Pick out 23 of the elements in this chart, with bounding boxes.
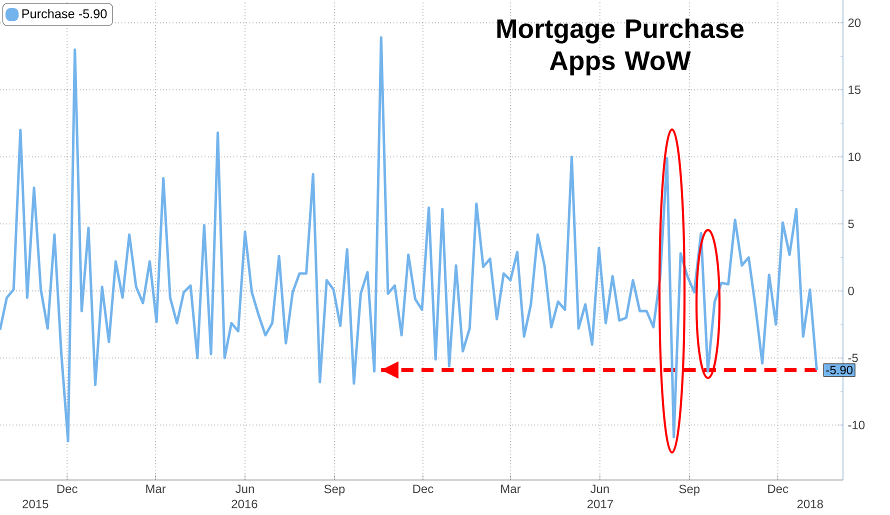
x-tick-label: Mar <box>146 484 166 494</box>
text: 2017 <box>587 500 613 508</box>
legend-label: Purchase -5.90 <box>22 8 107 18</box>
text: 2016 <box>232 500 258 508</box>
x-tick-label: Jun <box>590 484 609 494</box>
x-tick-label: Dec <box>57 484 78 494</box>
y-tick-label: 15 <box>848 86 861 94</box>
y-tick-label: -5 <box>848 354 858 362</box>
x-tick-label: Sep <box>324 484 345 496</box>
y-tick-label: 10 <box>848 152 861 162</box>
x-tick-label: Dec <box>413 484 434 494</box>
x-tick-label: Sep <box>679 484 700 496</box>
text: Mortgage Purchase Apps WoW <box>497 18 744 76</box>
data-label: -5.90 <box>826 366 853 374</box>
y-tick-label: 5 <box>848 220 854 228</box>
y-tick-label: 0 <box>848 286 854 296</box>
x-tick-label: Mar <box>501 484 521 494</box>
text: 2018 <box>797 500 823 508</box>
x-tick-label: Jun <box>236 484 254 494</box>
x-tick-label: Dec <box>768 484 788 494</box>
text: 2015 <box>22 500 48 508</box>
y-tick-label: 20 <box>848 18 861 28</box>
y-tick-label: -10 <box>848 420 865 430</box>
